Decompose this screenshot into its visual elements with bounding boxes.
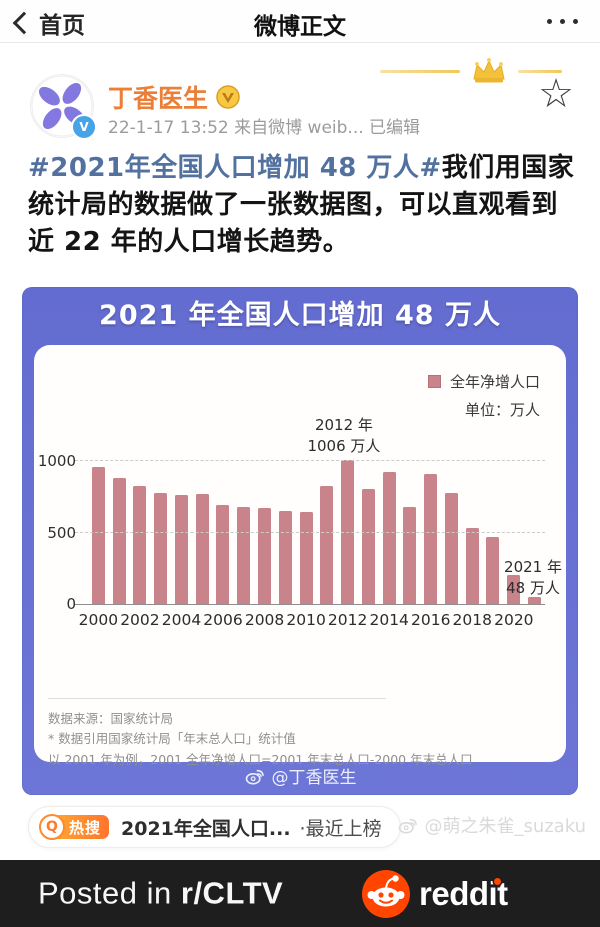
x-tick-label: 2012 <box>327 611 368 629</box>
bar-2019 <box>486 537 500 604</box>
search-q-icon: Q <box>39 814 65 840</box>
back-label: 首页 <box>39 13 85 39</box>
x-axis-line <box>75 604 545 605</box>
bar-2003 <box>154 493 168 604</box>
page-watermark: @萌之朱雀_suzaku <box>397 812 586 838</box>
verified-badge-icon: V <box>71 114 97 140</box>
subreddit-name: r/CLTV <box>180 874 284 910</box>
hot-search-status: ·最近上榜 <box>299 817 382 840</box>
x-tick-label: 2014 <box>369 611 409 629</box>
bar-2011 <box>320 486 334 604</box>
weibo-icon <box>399 818 418 834</box>
gold-line-right <box>518 69 562 73</box>
vip-crown-decoration <box>380 56 562 86</box>
bar-2006 <box>216 505 230 604</box>
page-title: 微博正文 <box>254 14 346 40</box>
bar-2008 <box>258 507 271 604</box>
hot-search-topic: 2021年全国人口... <box>121 817 291 840</box>
bar-2014 <box>382 472 396 604</box>
hot-search-badge: 热搜 Q <box>39 814 111 840</box>
annotation-2021: 2021 年 48 万人 <box>504 558 562 597</box>
hot-search-pill[interactable]: 热搜 Q 2021年全国人口... ·最近上榜 <box>28 806 401 848</box>
post-body: #2021年全国人口增加 48 万人#我们用国家统计局的数据做了一张数据图，可以… <box>28 150 576 261</box>
x-tick-label: 2004 <box>161 611 202 629</box>
chart-card[interactable]: 2021 年全国人口增加 48 万人 全年净增人口 单位：万人 2012 年 1… <box>22 287 578 795</box>
bar-2005 <box>195 494 209 604</box>
chart-watermark: @丁香医生 <box>22 763 578 788</box>
x-tick-label: 2016 <box>411 611 451 629</box>
y-tick-label: 0 <box>66 595 76 613</box>
nav-bar: 首页 微博正文 <box>0 0 600 43</box>
bar-2004 <box>174 495 188 604</box>
x-tick-label: 2008 <box>244 611 285 629</box>
unit-label: 单位：万人 <box>464 401 540 419</box>
gold-line-left <box>380 69 460 73</box>
chart-body: 全年净增人口 单位：万人 2012 年 1006 万人 2021 年 48 万人… <box>34 345 566 767</box>
author-avatar[interactable]: V <box>30 74 97 140</box>
author-name[interactable]: 丁香医生 <box>108 84 209 113</box>
hashtag-link[interactable]: #2021年全国人口增加 48 万人# <box>28 153 442 183</box>
x-axis-labels: 2000 2002 2004 2006 2008 2010 2012 2014 2016 2018… <box>79 604 545 629</box>
y-tick-label: 1000 <box>37 452 76 470</box>
notes-divider <box>48 698 386 699</box>
more-options-button[interactable] <box>547 19 578 24</box>
x-tick-label: 2000 <box>78 611 119 629</box>
bar-2021 <box>527 597 541 604</box>
x-tick-label: 2002 <box>120 611 160 629</box>
post-body-text: 我们用国家统计局的数据做了一张数据图，可以直观看到近 22 年的人口增长趋势。 <box>28 153 575 257</box>
reddit-snoo-icon <box>362 869 410 918</box>
weibo-icon <box>245 769 264 784</box>
data-source: 数据来源：国家统计局 <box>48 711 174 726</box>
note-1: * 数据引用国家统计局「年末总人口」统计值 <box>48 731 296 747</box>
bars <box>88 454 545 604</box>
bar-2015 <box>403 506 417 604</box>
x-tick-label: 2018 <box>452 611 493 629</box>
bar-2009 <box>278 511 292 604</box>
note-2: 以 2001 年为例，2001 全年净增人口=2001 年末总人口-2000 年… <box>48 751 473 767</box>
bar-2007 <box>237 506 251 604</box>
bar-2013 <box>361 489 375 604</box>
reddit-i-dot <box>494 877 501 885</box>
bar-2000 <box>91 467 105 604</box>
chart-notes: 数据来源：国家统计局 * 数据引用国家统计局「年末总人口」统计值 以 2001 … <box>48 709 473 770</box>
legend-swatch <box>427 375 441 388</box>
bar-2016 <box>424 474 438 604</box>
bar-2020 <box>507 574 521 604</box>
annotation-2012: 2012 年 1006 万人 <box>307 416 381 455</box>
gridline-1000 <box>75 460 545 461</box>
back-button[interactable]: 首页 <box>12 6 85 40</box>
bar-2017 <box>444 492 458 604</box>
x-tick-label: 2020 <box>494 611 534 629</box>
x-tick-label: 2010 <box>286 611 326 629</box>
gold-badge-icon <box>216 85 240 109</box>
post-meta: 22-1-17 13:52 来自微博 weib... 已编辑 <box>108 118 421 138</box>
bar-2018 <box>465 528 479 604</box>
gridline-500 <box>75 531 545 533</box>
reddit-footer-bar: Posted in r/CLTV reddit <box>0 860 600 927</box>
crown-icon <box>473 58 505 83</box>
bar-2010 <box>299 512 313 604</box>
reddit-wordmark: reddit <box>419 874 508 912</box>
legend-label: 全年净增人口 <box>449 373 540 391</box>
x-tick-label: 2006 <box>203 611 243 629</box>
plot-area: 2012 年 1006 万人 2021 年 48 万人 2000 2002 2004… <box>38 416 562 629</box>
favorite-star-icon[interactable]: ☆ <box>538 71 574 117</box>
posted-in-text: Posted in r/CLTV <box>38 874 284 910</box>
y-tick-label: 500 <box>47 523 76 542</box>
reddit-logo: reddit <box>362 869 508 918</box>
bar-2001 <box>112 477 126 604</box>
bar-2002 <box>133 485 147 604</box>
chart-title: 2021 年全国人口增加 48 万人 <box>99 300 501 331</box>
